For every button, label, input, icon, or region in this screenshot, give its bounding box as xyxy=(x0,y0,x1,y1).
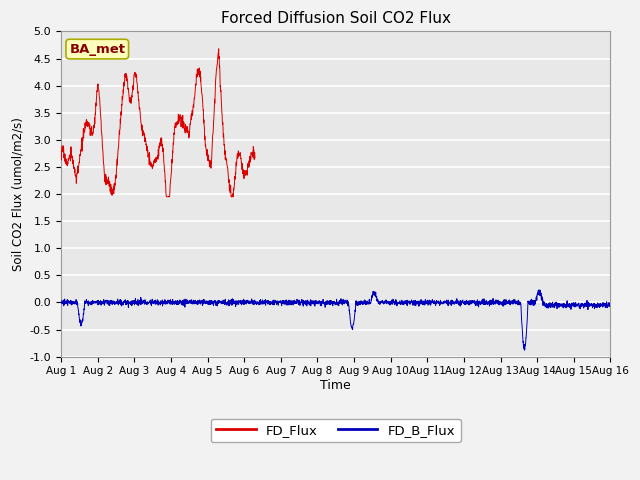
Legend: FD_Flux, FD_B_Flux: FD_Flux, FD_B_Flux xyxy=(211,419,461,442)
Y-axis label: Soil CO2 Flux (umol/m2/s): Soil CO2 Flux (umol/m2/s) xyxy=(11,117,24,271)
Title: Forced Diffusion Soil CO2 Flux: Forced Diffusion Soil CO2 Flux xyxy=(221,11,451,26)
Text: BA_met: BA_met xyxy=(69,43,125,56)
X-axis label: Time: Time xyxy=(321,379,351,392)
